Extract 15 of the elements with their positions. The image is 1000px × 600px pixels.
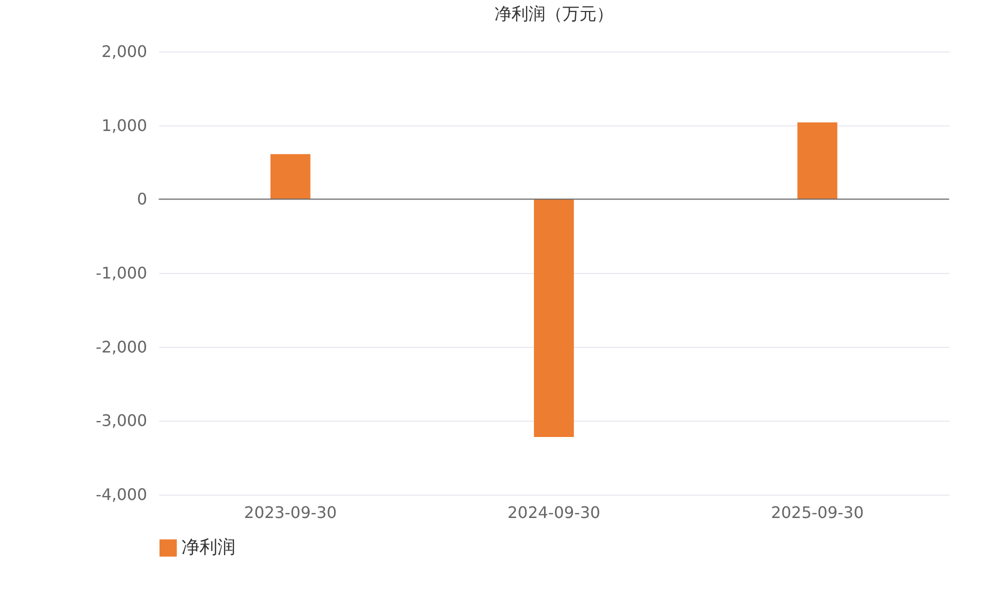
y-tick-label: -4,000: [96, 485, 148, 504]
bar: [270, 154, 310, 200]
y-tick-label: -2,000: [96, 337, 148, 356]
bar: [797, 122, 838, 200]
y-tick-label: 0: [137, 190, 148, 209]
bar: [534, 199, 574, 437]
legend-label: 净利润: [182, 536, 236, 558]
x-tick-label: 2024-09-30: [508, 503, 600, 522]
y-tick-label: -3,000: [96, 411, 148, 430]
chart-title: 净利润（万元）: [494, 4, 614, 24]
y-tick-label: -1,000: [96, 264, 148, 283]
y-tick-label: 2,000: [102, 42, 148, 61]
x-tick-label: 2025-09-30: [771, 503, 864, 522]
y-tick-label: 1,000: [102, 116, 148, 135]
x-tick-label: 2023-09-30: [244, 503, 337, 522]
